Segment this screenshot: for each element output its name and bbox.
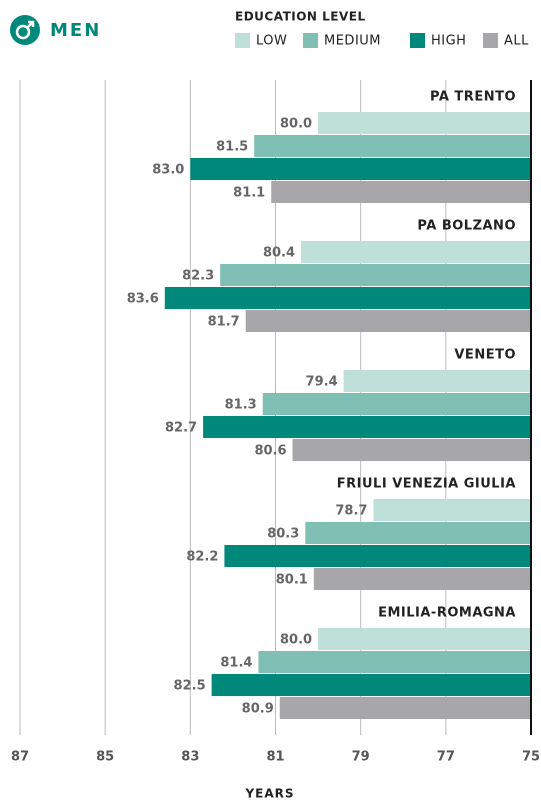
x-tick-label: 75 — [522, 750, 540, 765]
value-label: 81.5 — [216, 140, 248, 155]
value-label: 82.7 — [165, 421, 197, 436]
value-label: 80.0 — [280, 117, 312, 132]
bar — [190, 158, 532, 180]
bar — [164, 287, 532, 309]
bar — [220, 264, 531, 286]
value-label: 83.6 — [127, 292, 159, 307]
bar — [203, 416, 531, 438]
legend-label: MEDIUM — [324, 34, 381, 49]
bar — [343, 370, 531, 392]
bar — [224, 545, 531, 567]
bar — [318, 112, 531, 134]
x-tick-label: 83 — [181, 750, 199, 765]
bar — [313, 568, 531, 590]
value-label: 80.4 — [263, 246, 295, 261]
bar — [262, 393, 531, 415]
bar — [254, 135, 532, 157]
x-tick-label: 85 — [96, 750, 114, 765]
value-label: 81.4 — [220, 656, 252, 671]
category-label: VENETO — [454, 348, 516, 363]
legend-label: ALL — [504, 34, 529, 49]
value-label: 80.3 — [267, 527, 299, 542]
x-tick-label: 81 — [266, 750, 284, 765]
bar — [279, 697, 531, 719]
value-label: 79.4 — [306, 375, 338, 390]
x-axis-label: YEARS — [244, 787, 294, 800]
x-tick-label: 87 — [11, 750, 29, 765]
legend-title: EDUCATION LEVEL — [235, 10, 366, 24]
bar — [292, 439, 531, 461]
category-label: FRIULI VENEZIA GIULIA — [337, 477, 516, 492]
legend-swatch — [483, 33, 498, 48]
value-label: 83.0 — [152, 163, 184, 178]
bar — [211, 674, 531, 696]
bar — [301, 241, 531, 263]
bar — [258, 651, 531, 673]
value-label: 82.3 — [182, 269, 214, 284]
value-label: 82.5 — [174, 679, 206, 694]
value-label: 82.2 — [186, 550, 218, 565]
bar — [271, 181, 531, 203]
category-label: EMILIA-ROMAGNA — [378, 606, 516, 621]
value-label: 80.0 — [280, 633, 312, 648]
value-label: 81.1 — [233, 186, 265, 201]
bar — [373, 499, 531, 521]
legend-swatch — [303, 33, 318, 48]
value-label: 81.7 — [208, 315, 240, 330]
chart-title: MEN — [50, 20, 101, 41]
value-label: 78.7 — [335, 504, 367, 519]
legend-swatch — [235, 33, 250, 48]
legend-label: HIGH — [431, 34, 466, 49]
category-label: PA TRENTO — [430, 90, 516, 105]
x-tick-label: 77 — [437, 750, 455, 765]
legend-label: LOW — [256, 34, 287, 49]
x-tick-label: 79 — [352, 750, 370, 765]
male-icon — [10, 15, 40, 45]
category-label: PA BOLZANO — [417, 219, 516, 234]
bar — [305, 522, 531, 544]
legend-swatch — [410, 33, 425, 48]
value-label: 80.1 — [276, 573, 308, 588]
value-label: 81.3 — [225, 398, 257, 413]
bar — [318, 628, 531, 650]
bar — [245, 310, 532, 332]
value-label: 80.6 — [254, 444, 286, 459]
value-label: 80.9 — [242, 702, 274, 717]
